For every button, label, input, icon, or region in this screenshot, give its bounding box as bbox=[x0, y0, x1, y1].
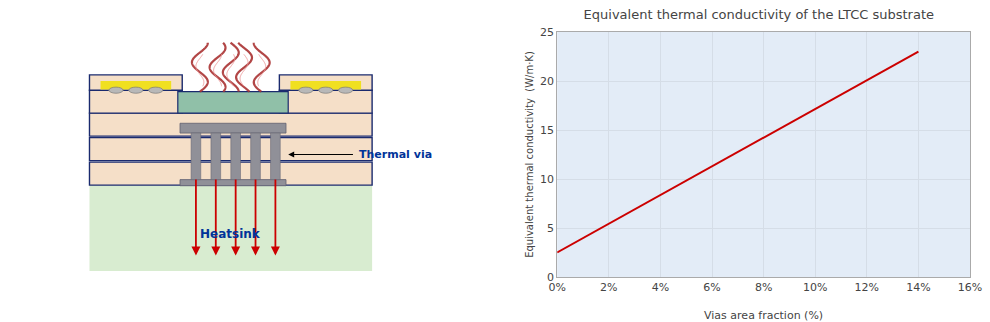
svg-text:0%: 0% bbox=[548, 281, 565, 294]
svg-text:5: 5 bbox=[547, 222, 554, 235]
svg-text:12%: 12% bbox=[855, 281, 879, 294]
svg-text:14%: 14% bbox=[906, 281, 930, 294]
svg-text:15: 15 bbox=[540, 124, 554, 137]
svg-text:Vias area fraction (%): Vias area fraction (%) bbox=[704, 309, 823, 322]
svg-text:10%: 10% bbox=[803, 281, 827, 294]
svg-text:Thermal via: Thermal via bbox=[359, 148, 432, 161]
svg-text:Heatsink: Heatsink bbox=[200, 227, 261, 241]
svg-text:Equivalent thermal conductivit: Equivalent thermal conductivity of the L… bbox=[584, 7, 934, 22]
svg-text:2%: 2% bbox=[600, 281, 617, 294]
svg-text:4%: 4% bbox=[652, 281, 669, 294]
svg-text:20: 20 bbox=[540, 75, 554, 88]
svg-text:16%: 16% bbox=[958, 281, 982, 294]
svg-text:25: 25 bbox=[540, 26, 554, 39]
svg-text:8%: 8% bbox=[755, 281, 772, 294]
svg-text:10: 10 bbox=[540, 173, 554, 186]
svg-text:Equivalent thermal conductivit: Equivalent thermal conductivity (W/m·K) bbox=[524, 51, 535, 258]
svg-text:6%: 6% bbox=[703, 281, 720, 294]
svg-text:0: 0 bbox=[547, 271, 554, 284]
